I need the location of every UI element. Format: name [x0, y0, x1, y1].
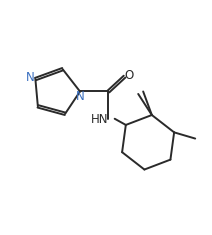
- Text: N: N: [26, 71, 34, 84]
- Text: HN: HN: [91, 113, 109, 126]
- Text: O: O: [124, 69, 134, 82]
- Text: N: N: [76, 90, 85, 103]
